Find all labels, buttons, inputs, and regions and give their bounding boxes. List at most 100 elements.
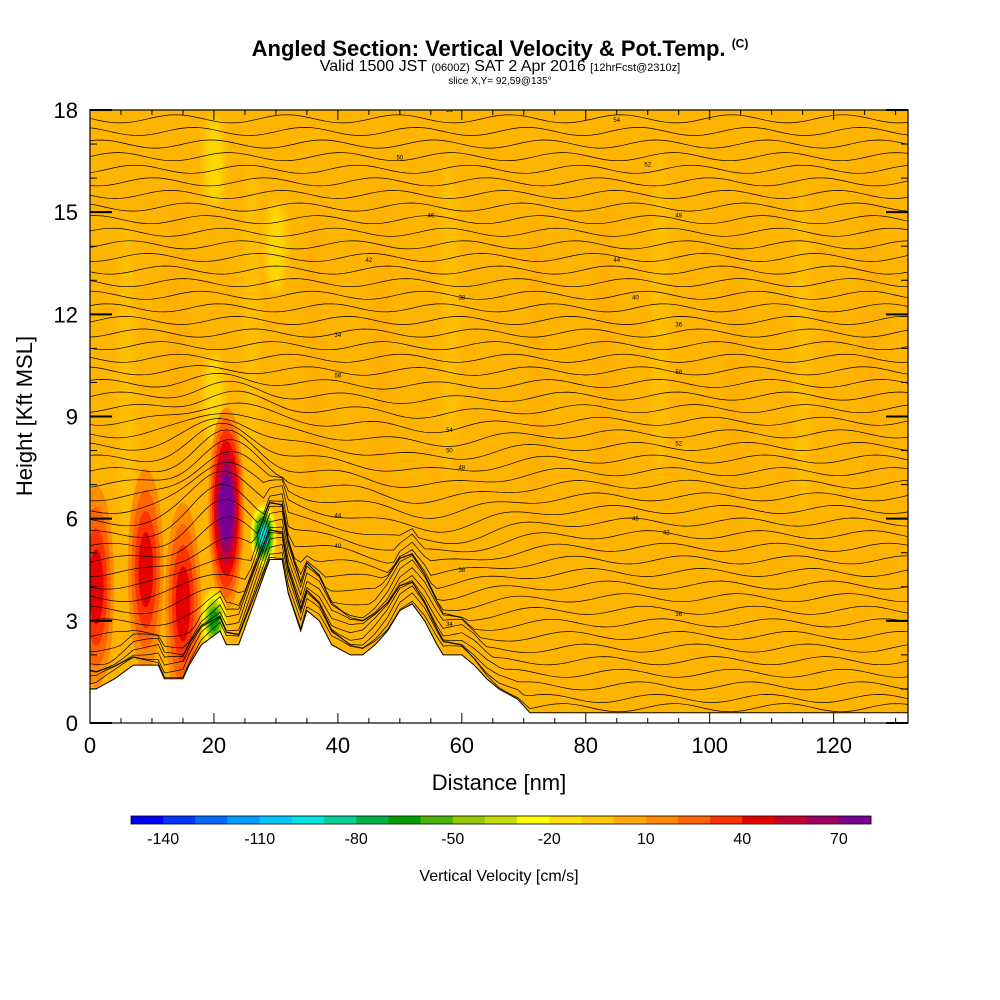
colorbar-tick-label: 10 (637, 831, 655, 848)
isentrope-line (90, 152, 908, 162)
isentrope-line (90, 532, 908, 666)
potential-temperature-contours: 34 36 38 40 42 44 46 48 50 52 54 56 58 34 36 38 40 42 44 46… (90, 110, 908, 713)
isentrope-line (90, 422, 908, 472)
isentrope-line (90, 380, 908, 404)
colorbar-tick-label: -50 (441, 831, 464, 848)
isentrope-label: 46 (632, 517, 639, 523)
isentrope-label: 36 (675, 612, 682, 618)
isentrope-line (90, 202, 908, 212)
isentrope-line (90, 470, 908, 544)
isentrope-label: 34 (335, 333, 342, 339)
isentrope-line (90, 328, 908, 338)
isentrope-line (90, 418, 908, 460)
isentrope-line (90, 413, 908, 447)
isentrope-label: 40 (335, 544, 342, 550)
isentrope-label: 52 (644, 162, 651, 168)
velocity-band (793, 178, 812, 519)
x-tick-label: 100 (691, 733, 728, 758)
colorbar-swatch (195, 816, 228, 824)
velocity-band (242, 144, 261, 485)
isentrope-label: 58 (675, 370, 682, 376)
chart-title: Angled Section: Vertical Velocity & Pot.… (251, 36, 749, 61)
colorbar: -140 -110 -80 -50 -20 10 40 70 (130, 815, 872, 848)
colorbar-label: Vertical Velocity [cm/s] (419, 868, 578, 885)
isentrope-line (90, 278, 908, 288)
isentrope-line (90, 316, 908, 325)
velocity-band (725, 212, 744, 553)
colorbar-swatch (613, 816, 647, 824)
terrain (89, 559, 909, 724)
isentrope-line (90, 365, 908, 376)
velocity-band (167, 178, 186, 519)
colorbar-swatch (645, 816, 679, 824)
isentrope-line (90, 303, 908, 313)
isentrope-line (90, 536, 908, 678)
isentrope-label: 44 (335, 513, 342, 519)
isentrope-line (90, 341, 908, 351)
isentrope-line (90, 556, 908, 713)
isentrope-line (90, 429, 908, 488)
isentrope-label: 38 (458, 568, 465, 574)
updraft-core-level (221, 485, 232, 532)
isentrope-line (90, 373, 908, 390)
colorbar-swatch (452, 816, 486, 824)
isentrope-label: 48 (458, 466, 465, 472)
velocity-band (527, 212, 546, 553)
colorbar-swatch (774, 816, 807, 824)
x-tick-label: 120 (815, 733, 852, 758)
colorbar-swatch (388, 816, 421, 824)
downdraft-core-level (259, 527, 268, 544)
slice-info: slice X,Y= 92,59@135° (448, 76, 552, 87)
colorbar-tick-label: -20 (538, 831, 561, 848)
x-tick-label: 80 (574, 733, 598, 758)
colorbar-tick-label: -80 (345, 831, 368, 848)
colorbar-tick-label: -110 (244, 831, 275, 848)
isentrope-label: 46 (427, 214, 434, 220)
y-tick-label: 18 (54, 98, 78, 123)
isentrope-line (90, 439, 908, 504)
isentrope-label: 42 (366, 258, 373, 264)
y-axis-label: Height [Kft MSL] (12, 336, 37, 496)
updraft-core-level (138, 532, 154, 608)
colorbar-tick-label: 70 (830, 831, 848, 848)
isentrope-label: 36 (675, 323, 682, 329)
isentrope-line (90, 505, 908, 601)
weak-updraft (203, 116, 224, 207)
colorbar-swatch (324, 816, 357, 824)
x-tick-label: 40 (326, 733, 350, 758)
isentrope-line (90, 253, 908, 262)
isentrope-label: 52 (675, 442, 682, 448)
updraft-core-level (175, 566, 191, 642)
isentrope-label: 50 (397, 156, 404, 162)
isentrope-line (90, 240, 908, 250)
colorbar-swatch (677, 816, 711, 824)
y-tick-label: 3 (66, 609, 78, 634)
colorbar-swatch (806, 816, 840, 824)
colorbar-tick-label: -140 (147, 831, 179, 848)
isentrope-line (90, 526, 908, 631)
colorbar-swatch (838, 816, 872, 824)
velocity-band (595, 178, 614, 519)
isentrope-line (90, 451, 908, 519)
y-tick-label: 15 (54, 200, 78, 225)
velocity-band (861, 144, 880, 485)
x-tick-label: 60 (450, 733, 474, 758)
isentrope-line (90, 164, 908, 174)
isentrope-line (90, 552, 908, 703)
colorbar-swatch (131, 816, 164, 824)
colorbar-swatch (163, 816, 196, 824)
colorbar-swatch (420, 816, 454, 824)
colorbar-swatch (581, 816, 614, 824)
isentrope-line (90, 353, 908, 363)
isentrope-line (90, 461, 908, 533)
isentrope-line (90, 544, 908, 691)
y-tick-label: 6 (66, 507, 78, 532)
isentrope-line (90, 529, 908, 654)
velocity-band (304, 212, 323, 553)
isentrope-label: 34 (446, 622, 453, 628)
isentrope-line (90, 114, 908, 124)
isentrope-label: 44 (613, 258, 620, 264)
isentrope-line (90, 501, 908, 576)
